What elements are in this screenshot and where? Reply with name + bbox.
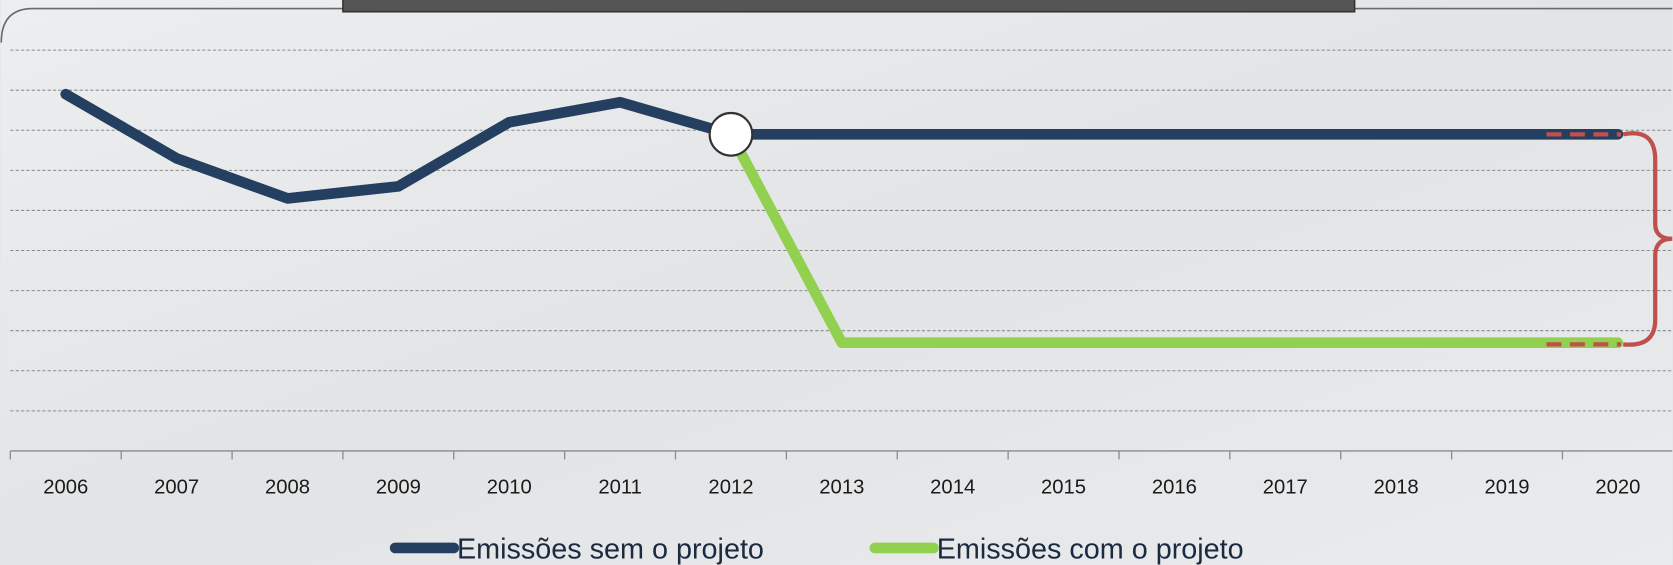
- x-tick-label: 2013: [819, 477, 864, 499]
- x-tick-label: 2016: [1152, 477, 1197, 499]
- x-tick-label: 2019: [1485, 477, 1530, 499]
- junction-marker: [708, 111, 754, 157]
- x-tick-label: 2012: [708, 477, 753, 499]
- x-tick-label: 2006: [43, 477, 88, 499]
- x-tick-label: 2017: [1263, 477, 1308, 499]
- x-tick-label: 2014: [930, 477, 975, 499]
- header-bar: [342, 0, 1356, 13]
- x-tick-label: 2009: [376, 477, 421, 499]
- x-tick-label: 2010: [487, 477, 532, 499]
- x-tick-label: 2011: [598, 477, 642, 499]
- series-line: [60, 88, 1624, 204]
- x-tick-label: 2020: [1595, 477, 1640, 499]
- x-tick-label: 2008: [265, 477, 310, 499]
- legend-label: Emissões sem o projeto: [457, 534, 764, 565]
- reduction-bracket: [1622, 131, 1673, 347]
- series-line: [725, 128, 1624, 349]
- x-tick-label: 2018: [1374, 477, 1419, 499]
- x-tick-label: 2015: [1041, 477, 1086, 499]
- frame: [0, 7, 1673, 43]
- legend-label: Emissões com o projeto: [937, 534, 1244, 565]
- x-tick-label: 2007: [154, 477, 199, 499]
